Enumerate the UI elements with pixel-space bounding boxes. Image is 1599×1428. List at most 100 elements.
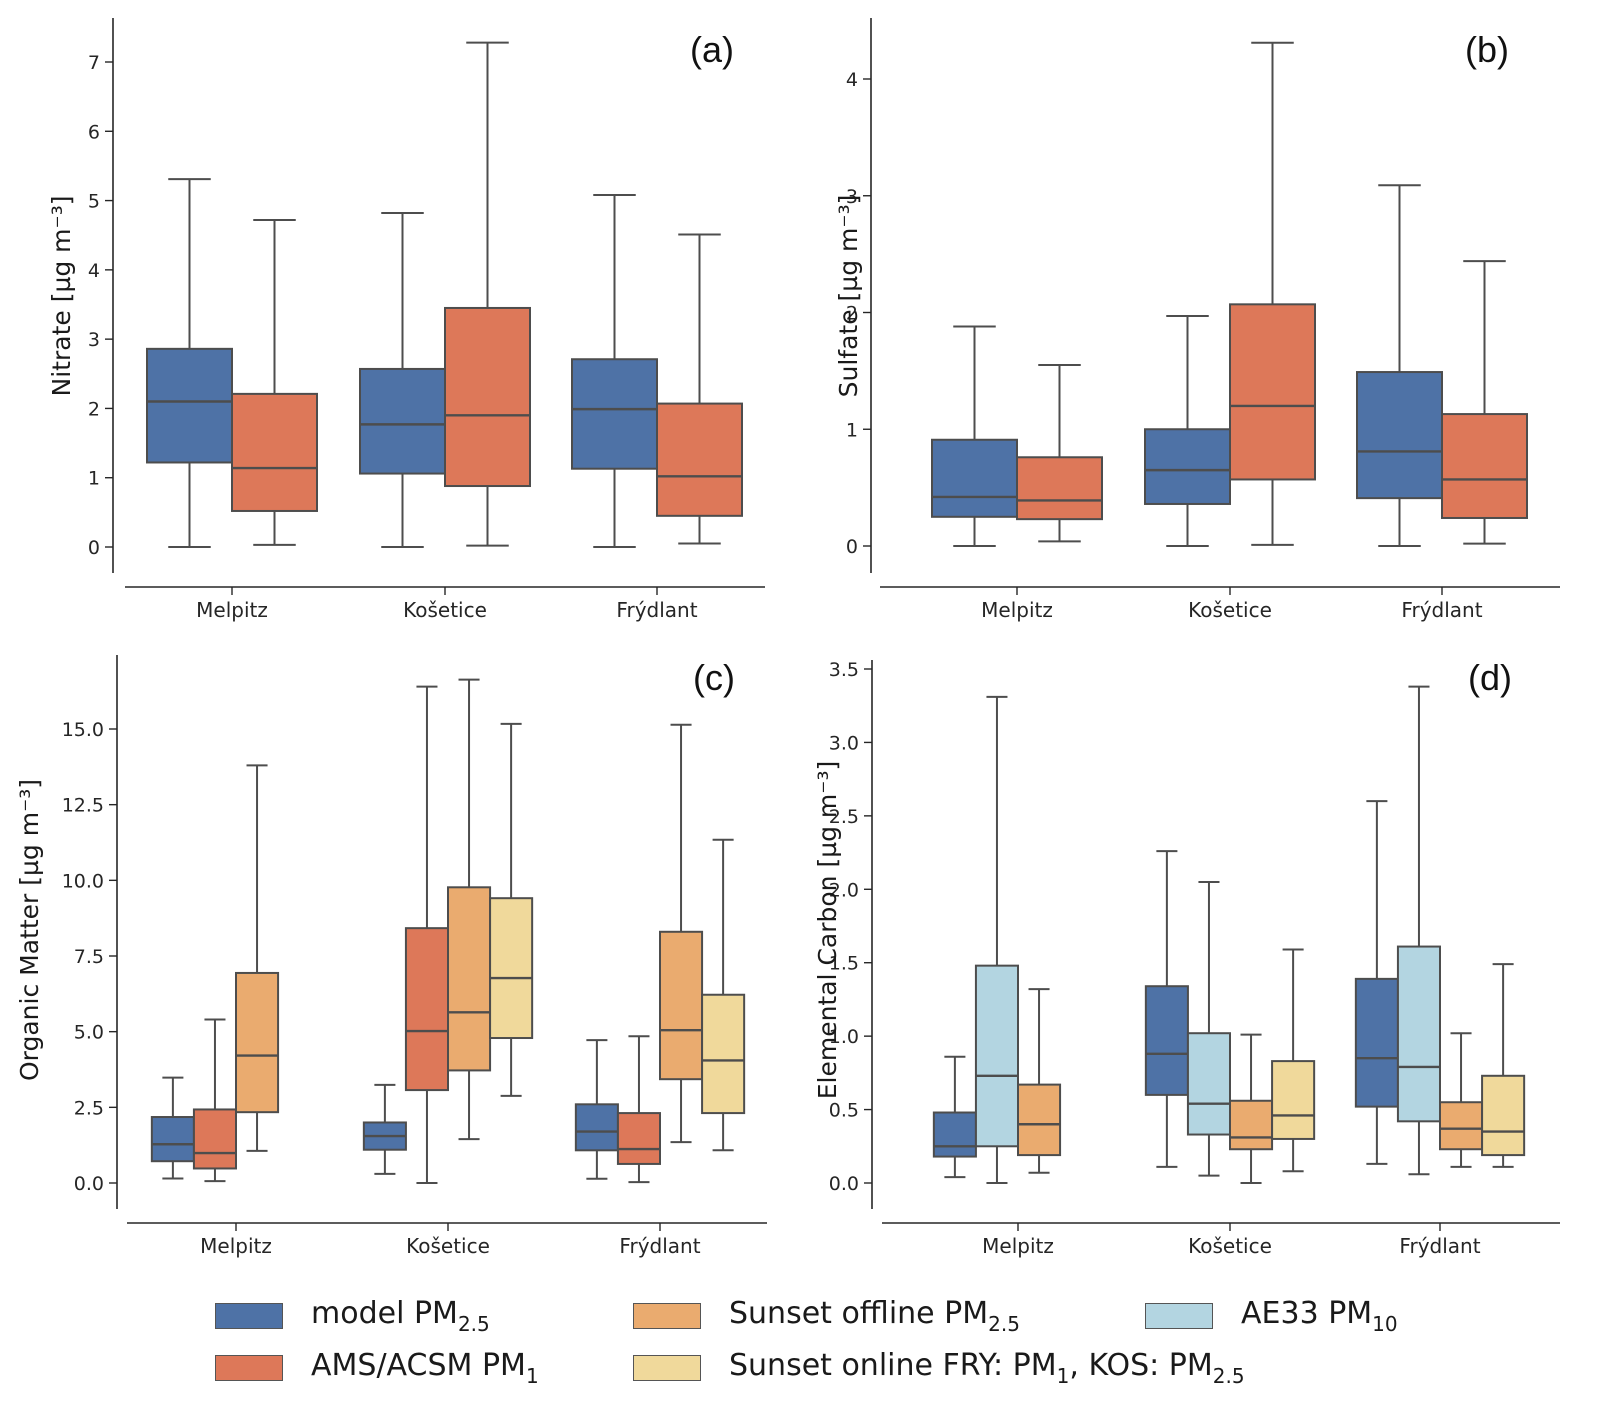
iqr-box [1271, 1060, 1316, 1140]
legend-swatch-ams-acsm [215, 1355, 283, 1381]
box-model-pm2-5-frýdlant [574, 1039, 619, 1180]
box-model-pm2-5-frýdlant [1354, 800, 1399, 1165]
box-model-pm2-5-melpitz [150, 1076, 195, 1180]
box-model-pm2-5-košetice [1144, 850, 1189, 1168]
legend-item-ae33: AE33 PM10 [1145, 1296, 1398, 1336]
y-tick-label: 4 [88, 260, 100, 282]
box-sunset-offline-pm2-5-melpitz [235, 764, 280, 1152]
y-tick-label: 2.5 [74, 1097, 104, 1119]
x-tick-label: Frýdlant [1401, 598, 1482, 622]
legend-label-ams-acsm: AMS/ACSM PM1 [311, 1348, 539, 1388]
y-tick-label: 2 [88, 398, 100, 420]
y-tick-label: 0.5 [829, 1100, 859, 1122]
box-model-pm2-5-košetice [362, 1083, 407, 1175]
box-sunset-offline-pm2-5-melpitz [1017, 988, 1062, 1174]
iqr-box [1144, 428, 1231, 505]
iqr-box [1439, 1101, 1484, 1151]
iqr-box [489, 897, 534, 1040]
iqr-box [231, 392, 318, 512]
legend-swatch-sunset-offline [633, 1303, 701, 1329]
box-ams-acsm-pm1-košetice [444, 41, 531, 547]
iqr-box [574, 1103, 619, 1152]
y-axis-title: Nitrate [µg m⁻³] [47, 196, 76, 397]
y-tick-label: 2 [846, 303, 858, 325]
legend-item-model: model PM2.5 [215, 1296, 490, 1336]
figure-canvas: 0 1 2 3 4 5 6 7 Nitrate [µg m⁻³] Melpitz Košetice F… [15, 18, 1560, 1258]
y-axis-title: Sulfate [µg m⁻³] [834, 195, 863, 398]
y-tick-label: 6 [88, 121, 100, 143]
x-tick-label: Košetice [406, 1234, 490, 1258]
box-ae33-pm10-košetice [1186, 880, 1232, 1177]
y-tick-label: 3.0 [829, 732, 859, 754]
x-tick-label: Košetice [403, 598, 487, 622]
legend: model PM2.5 AMS/ACSM PM1 Sunset offline … [215, 1296, 1515, 1421]
y-tick-label: 0 [88, 537, 100, 559]
box-ae33-pm10-melpitz [974, 695, 1019, 1184]
y-tick-label: 0.0 [829, 1173, 859, 1195]
y-tick-label: 0.0 [74, 1173, 104, 1195]
y-tick-label: 7.5 [74, 946, 104, 968]
iqr-box [1354, 977, 1399, 1108]
y-axis-title: Organic Matter [µg m⁻³] [15, 779, 44, 1081]
y-tick-label: 1 [846, 419, 858, 441]
iqr-box [701, 993, 746, 1115]
iqr-box [1396, 945, 1442, 1123]
box-sunset-online-fry-pm1-kos-pm2-5-košetice [489, 722, 534, 1097]
panel-c: 0.0 2.5 5.0 7.5 10.0 12.5 15.0 Organic Matter [… [15, 655, 767, 1258]
iqr-box [444, 306, 531, 488]
legend-swatch-model [215, 1303, 283, 1329]
box-sunset-offline-pm2-5-košetice [1229, 1033, 1274, 1184]
legend-swatch-ae33 [1145, 1303, 1213, 1329]
iqr-box [932, 1111, 977, 1158]
x-tick-label: Melpitz [982, 1234, 1054, 1258]
x-tick-label: Frýdlant [619, 1234, 700, 1258]
y-tick-label: 2.5 [829, 806, 859, 828]
y-tick-label: 15.0 [62, 719, 104, 741]
box-ams-acsm-pm1-melpitz [231, 218, 318, 546]
iqr-box [659, 930, 704, 1081]
iqr-box [146, 347, 233, 464]
y-tick-label: 1 [88, 468, 100, 490]
box-model-pm2-5-frýdlant [1356, 184, 1443, 547]
iqr-box [1356, 371, 1443, 500]
y-tick-label: 12.5 [62, 795, 104, 817]
iqr-box [1016, 456, 1103, 521]
box-sunset-online-fry-pm1-kos-pm2-5-frýdlant [701, 838, 746, 1152]
box-model-pm2-5-melpitz [932, 1055, 977, 1179]
y-tick-label: 1.5 [829, 953, 859, 975]
y-tick-label: 7 [88, 52, 100, 74]
iqr-box [1229, 1099, 1274, 1151]
iqr-box [1481, 1074, 1526, 1157]
box-sunset-offline-pm2-5-frýdlant [659, 723, 704, 1144]
y-tick-label: 4 [846, 69, 858, 91]
y-tick-label: 5 [88, 191, 100, 213]
box-ams-acsm-pm1-frýdlant [656, 233, 743, 545]
box-model-pm2-5-košetice [1144, 315, 1231, 547]
iqr-box [1144, 985, 1189, 1096]
box-model-pm2-5-frýdlant [571, 194, 658, 548]
x-tick-label: Melpitz [196, 598, 268, 622]
x-tick-label: Košetice [1188, 598, 1272, 622]
iqr-box [974, 964, 1019, 1148]
panel-d: 0.0 0.5 1.0 1.5 2.0 2.5 3.0 3.5 Elemental Carbon… [813, 657, 1560, 1258]
iqr-box [359, 367, 446, 475]
box-model-pm2-5-melpitz [146, 178, 233, 548]
x-tick-label: Košetice [1188, 1234, 1272, 1258]
y-tick-label: 1.0 [829, 1026, 859, 1048]
iqr-box [404, 927, 449, 1092]
y-tick-label: 3 [88, 329, 100, 351]
legend-label-sunset-offline: Sunset offline PM2.5 [729, 1296, 1020, 1336]
box-sunset-offline-pm2-5-košetice [447, 678, 492, 1141]
box-model-pm2-5-košetice [359, 212, 446, 548]
iqr-box [931, 438, 1018, 518]
iqr-box [1017, 1083, 1062, 1157]
panel-a: 0 1 2 3 4 5 6 7 Nitrate [µg m⁻³] Melpitz Košetice F… [47, 18, 765, 622]
iqr-box [447, 886, 492, 1072]
legend-label-sunset-online: Sunset online FRY: PM1, KOS: PM2.5 [729, 1348, 1245, 1388]
x-tick-label: Frýdlant [1399, 1234, 1480, 1258]
y-tick-label: 0 [846, 536, 858, 558]
legend-item-sunset-online: Sunset online FRY: PM1, KOS: PM2.5 [633, 1348, 1245, 1388]
y-tick-label: 5.0 [74, 1022, 104, 1044]
y-tick-label: 3.5 [829, 659, 859, 681]
panel-b: 0 1 2 3 4 Sulfate [µg m⁻³] Melpitz Košetice Frýd… [834, 18, 1560, 622]
